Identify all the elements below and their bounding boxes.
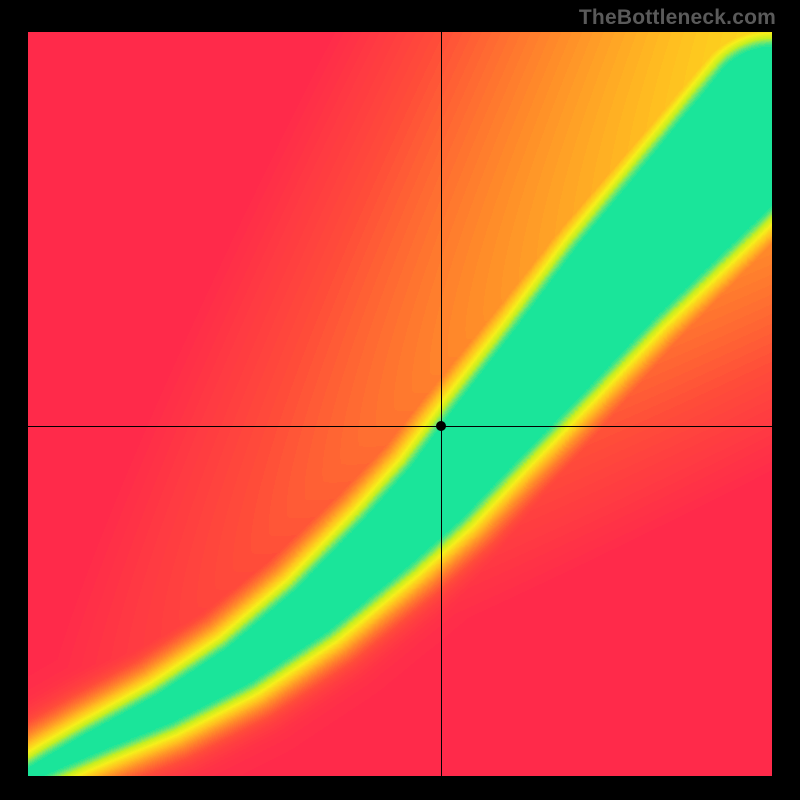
data-point-marker xyxy=(436,421,446,431)
heatmap-plot xyxy=(28,32,772,776)
watermark-text: TheBottleneck.com xyxy=(579,6,776,30)
crosshair-vertical xyxy=(441,32,442,776)
heatmap-canvas xyxy=(28,32,772,776)
crosshair-horizontal xyxy=(28,426,772,427)
